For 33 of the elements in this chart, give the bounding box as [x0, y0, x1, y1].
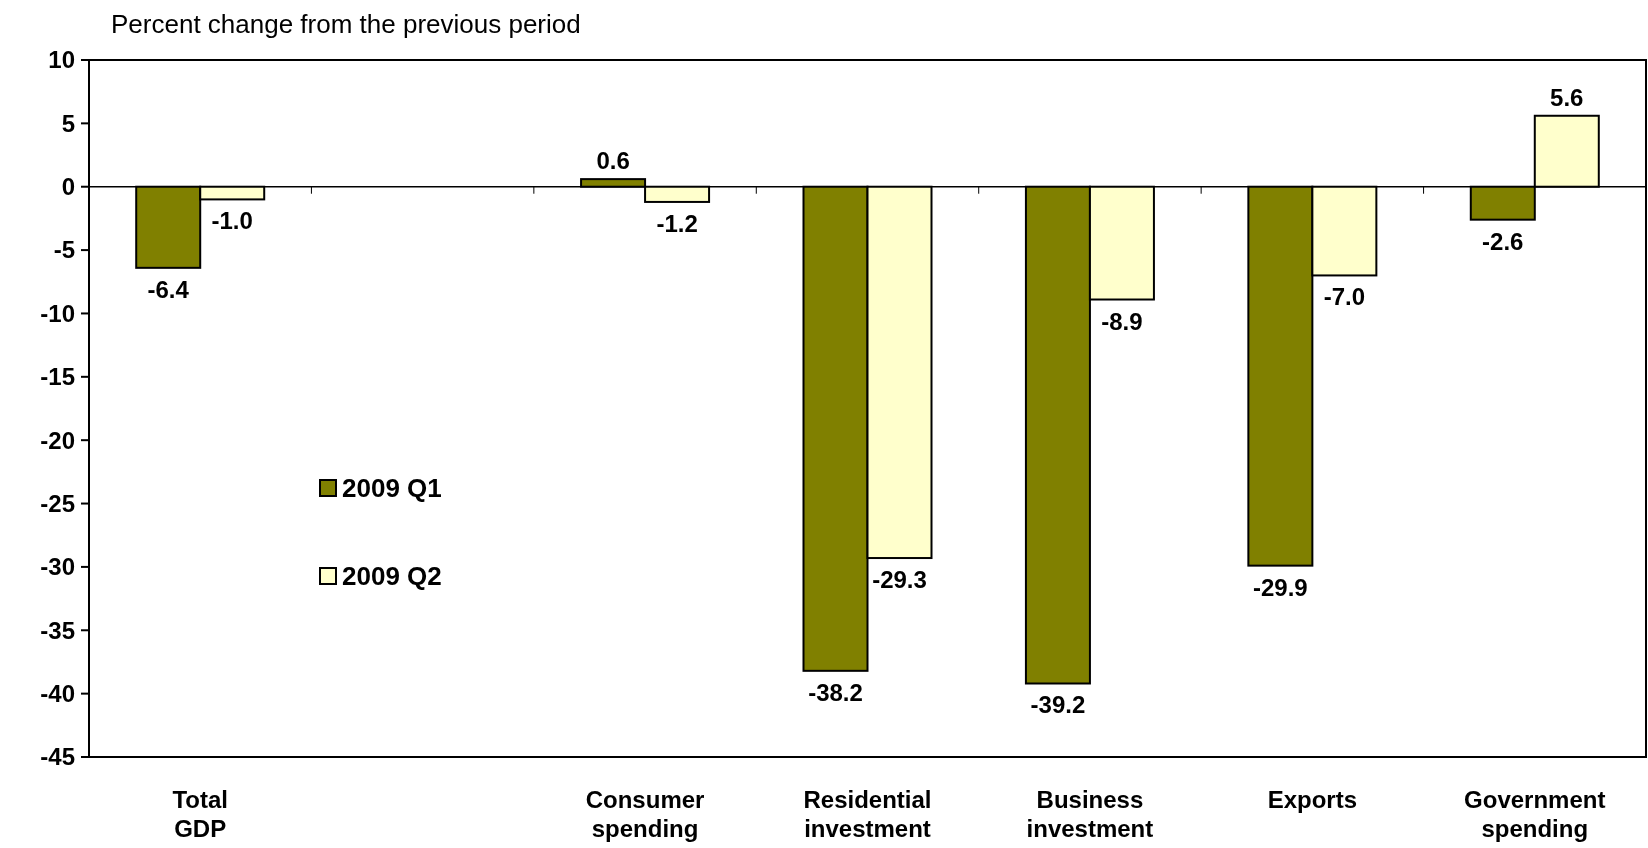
- y-tick-label: 5: [61, 109, 75, 137]
- x-tick-label: Residential investment: [803, 786, 932, 842]
- data-label: -1.2: [656, 209, 698, 237]
- y-tick-label: 10: [48, 46, 75, 74]
- y-tick-label: 0: [61, 173, 75, 201]
- data-label: -39.2: [1030, 691, 1086, 719]
- y-tick-label: -5: [53, 236, 75, 264]
- legend-label: 2009 Q1: [342, 473, 442, 504]
- x-tick-label: Total GDP: [172, 786, 228, 842]
- data-label: -1.0: [211, 207, 253, 235]
- x-tick-label: Exports: [1267, 786, 1358, 813]
- data-label: -29.9: [1253, 573, 1308, 601]
- y-tick-label: -40: [40, 680, 75, 708]
- chart-title: Percent change from the previous period: [111, 9, 581, 39]
- data-label: -6.4: [147, 275, 190, 303]
- x-tick-label: Consumer spending: [585, 786, 705, 842]
- y-tick-label: -35: [40, 616, 75, 644]
- data-label: 0.6: [596, 147, 630, 175]
- data-label: -29.3: [872, 566, 927, 594]
- y-tick-label: -20: [40, 426, 75, 454]
- y-tick-label: -45: [40, 743, 75, 771]
- data-label: -7.0: [1323, 283, 1366, 311]
- legend-label: 2009 Q2: [342, 561, 442, 592]
- data-label: -8.9: [1101, 307, 1143, 335]
- data-label: -2.6: [1482, 227, 1524, 255]
- y-tick-label: -30: [40, 553, 75, 581]
- x-tick-label: Government spending: [1464, 786, 1606, 842]
- y-tick-label: -15: [40, 363, 75, 391]
- data-label: -38.2: [808, 678, 863, 706]
- y-tick-label: -10: [40, 299, 75, 327]
- x-tick-label: Business investment: [1026, 786, 1154, 842]
- data-label: 5.6: [1550, 83, 1584, 111]
- y-tick-label: -25: [40, 489, 75, 517]
